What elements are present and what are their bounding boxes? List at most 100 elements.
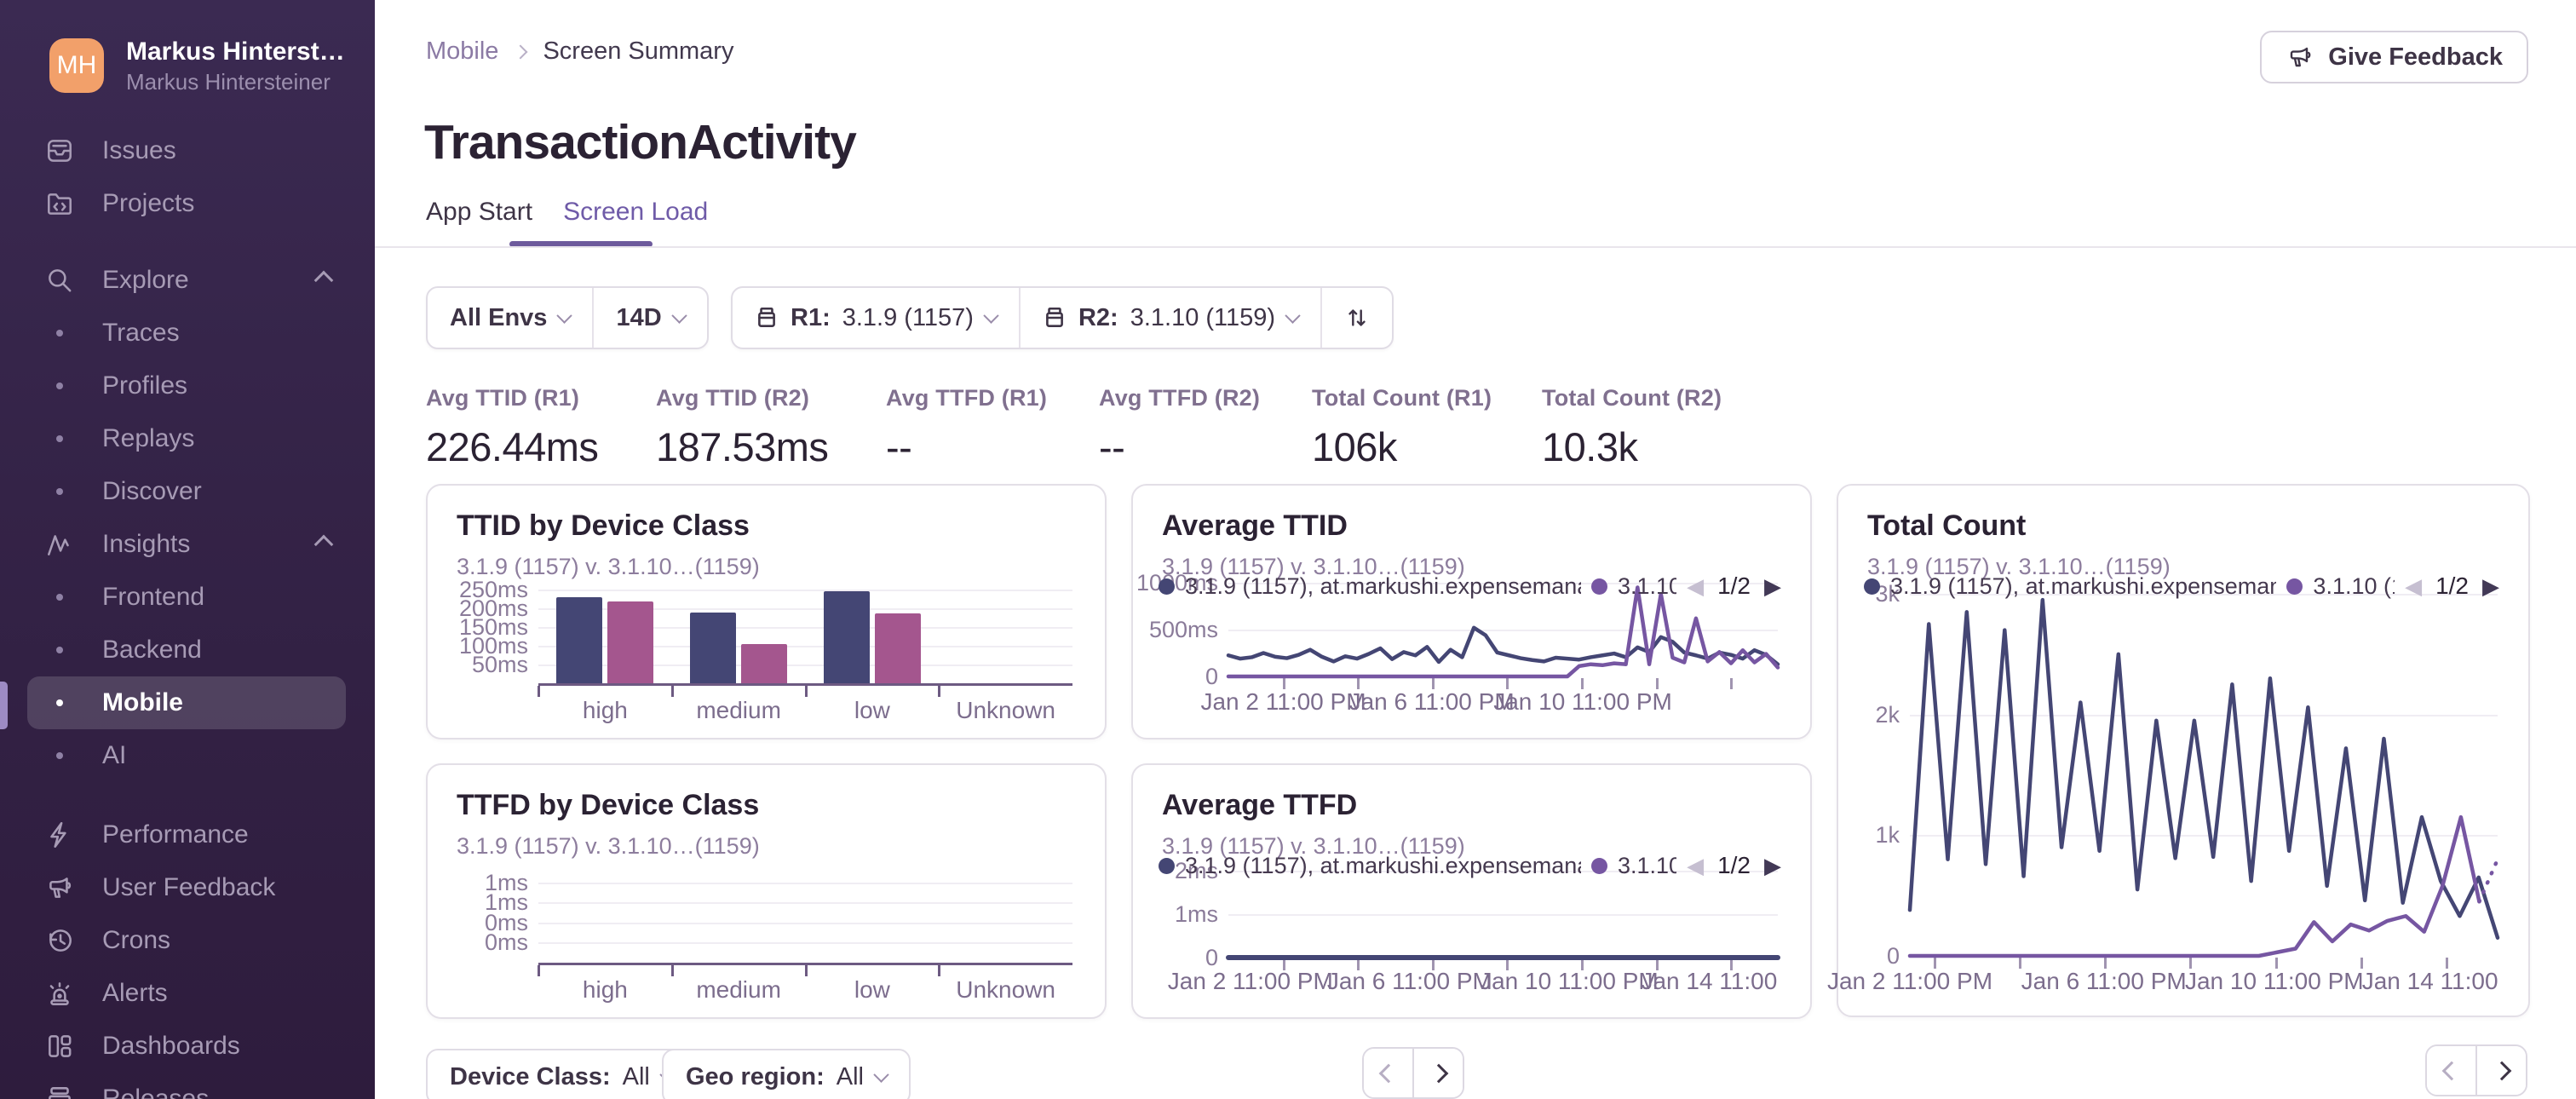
sidebar-item-dashboards[interactable]: Dashboards (27, 1020, 346, 1073)
chevron-up-icon (313, 270, 334, 291)
sidebar-item-replays[interactable]: Replays (27, 412, 346, 465)
legend-next-icon[interactable]: ▶ (1764, 852, 1781, 878)
legend-r2-label[interactable]: 3.1.10 (1617, 573, 1677, 599)
metric-avg-ttid-r1: Avg TTID (R1) 226.44ms (426, 385, 599, 469)
page-title: TransactionActivity (424, 115, 857, 170)
dashboard-icon (41, 1027, 78, 1065)
siren-icon (41, 975, 78, 1012)
chevron-down-icon (983, 307, 999, 324)
chevron-right-icon (2492, 1061, 2511, 1080)
sidebar-item-projects[interactable]: Projects (27, 177, 346, 230)
sidebar-item-backend[interactable]: Backend (27, 624, 346, 676)
legend-next-icon[interactable]: ▶ (1764, 573, 1781, 599)
card-title: Total Count (1867, 509, 2027, 542)
megaphone-icon (41, 869, 78, 906)
metric-total-count-r2: Total Count (R2) 10.3k (1542, 385, 1722, 469)
legend-prev-icon[interactable]: ◀ (2405, 573, 2423, 599)
sidebar-item-performance[interactable]: Performance (27, 808, 346, 861)
legend-pager: ◀ 1/2 ▶ (2405, 573, 2499, 600)
lightning-icon (41, 816, 78, 854)
legend-r1-label[interactable]: 3.1.9 (1157), at.markushi.expensemanage (1185, 573, 1581, 599)
sidebar-item-crons[interactable]: Crons (27, 914, 346, 967)
chevron-up-icon (313, 534, 334, 555)
legend-prev-icon[interactable]: ◀ (1687, 573, 1705, 599)
series-r1-dot (1864, 578, 1880, 595)
sidebar-item-explore[interactable]: Explore (27, 254, 346, 307)
pagination-prev-button[interactable] (2427, 1046, 2475, 1095)
sidebar-item-profiles[interactable]: Profiles (27, 360, 346, 412)
bullet-icon (41, 473, 78, 510)
series-r2-dot (1590, 857, 1607, 874)
bullet-icon (41, 367, 78, 405)
org-user-switcher[interactable]: MH Markus Hinterst… Markus Hintersteiner (0, 0, 375, 112)
releases-icon (41, 1080, 78, 1099)
pagination-next-button[interactable] (2475, 1046, 2526, 1095)
chevron-right-icon (1429, 1063, 1448, 1083)
bullet-icon (41, 737, 78, 774)
breadcrumb-mobile-link[interactable]: Mobile (426, 37, 499, 65)
sidebar-item-traces[interactable]: Traces (27, 307, 346, 360)
sidebar-item-mobile[interactable]: Mobile (27, 676, 346, 729)
release-r1-selector[interactable]: R1: 3.1.9 (1157) (733, 288, 1019, 348)
sidebar-item-alerts[interactable]: Alerts (27, 967, 346, 1020)
release-compare-group: R1: 3.1.9 (1157) R2: 3.1.10 (1159) (731, 286, 1394, 349)
legend-next-icon[interactable]: ▶ (2482, 573, 2499, 599)
tab-app-start[interactable]: App Start (426, 198, 533, 226)
legend-r1-label[interactable]: 3.1.9 (1157), at.markushi.expensemanage (1185, 852, 1581, 878)
chevron-down-icon (556, 307, 573, 324)
sidebar-item-insights[interactable]: Insights (27, 518, 346, 571)
series-r2-dot (1590, 578, 1607, 595)
tab-screen-load[interactable]: Screen Load (563, 198, 709, 226)
megaphone-icon (2291, 47, 2311, 67)
sidebar-item-user-feedback[interactable]: User Feedback (27, 861, 346, 914)
sidebar-item-ai[interactable]: AI (27, 729, 346, 782)
card-subtitle: 3.1.9 (1157) v. 3.1.10…(1159) (1867, 554, 2171, 579)
legend-prev-icon[interactable]: ◀ (1687, 852, 1705, 878)
sidebar-item-frontend[interactable]: Frontend (27, 571, 346, 624)
chart-legend: 3.1.9 (1157), at.markushi.expensemanage … (1159, 852, 1781, 879)
sidebar-item-issues[interactable]: Issues (27, 124, 346, 177)
legend-r2-label[interactable]: 3.1.10 (1 (2313, 573, 2395, 599)
date-range-filter[interactable]: 14D (594, 288, 706, 348)
legend-r1-label[interactable]: 3.1.9 (1157), at.markushi.expensemanage (1890, 573, 2277, 599)
projects-icon (41, 185, 78, 222)
card-subtitle: 3.1.9 (1157) v. 3.1.10…(1159) (1162, 833, 1465, 859)
legend-r2-label[interactable]: 3.1.10 (1617, 852, 1677, 878)
pagination-next-button[interactable] (1412, 1049, 1463, 1097)
metric-avg-ttfd-r2: Avg TTFD (R2) -- (1099, 385, 1261, 469)
user-name: Markus Hinterst… (126, 37, 345, 66)
env-date-filter-group: All Envs 14D (426, 286, 709, 349)
legend-page-indicator: 1/2 (2435, 573, 2469, 599)
sidebar-item-releases[interactable]: Releases (27, 1073, 346, 1099)
device-class-filter[interactable]: Device Class: All (426, 1049, 697, 1099)
pagination-prev-button[interactable] (1364, 1049, 1412, 1097)
geo-region-filter[interactable]: Geo region: All (662, 1049, 911, 1099)
give-feedback-button[interactable]: Give Feedback (2260, 31, 2528, 83)
card-average-ttfd: Average TTFD 3.1.9 (1157) v. 3.1.10…(115… (1131, 763, 1812, 1019)
bullet-icon (41, 314, 78, 352)
metric-total-count-r1: Total Count (R1) 106k (1312, 385, 1492, 469)
avatar: MH (49, 38, 104, 93)
legend-pager: ◀ 1/2 ▶ (1687, 573, 1781, 600)
series-r1-dot (1159, 578, 1175, 595)
chart-legend: 3.1.9 (1157), at.markushi.expensemanage … (1864, 573, 2499, 600)
sidebar: MH Markus Hinterst… Markus Hintersteiner… (0, 0, 375, 1099)
swap-releases-button[interactable] (1322, 288, 1392, 348)
active-item-accent-bar (0, 682, 8, 729)
chevron-down-icon (1285, 307, 1301, 324)
card-title: TTID by Device Class (457, 509, 750, 542)
release-icon (758, 307, 775, 327)
series-r1-dot (1159, 857, 1175, 874)
card-title: Average TTFD (1162, 789, 1358, 821)
chevron-down-icon (873, 1066, 889, 1083)
bullet-icon (41, 420, 78, 457)
chevron-down-icon (670, 307, 687, 324)
issues-icon (41, 132, 78, 170)
card-total-count: Total Count 3.1.9 (1157) v. 3.1.10…(1159… (1827, 484, 2530, 1017)
breadcrumb-current: Screen Summary (543, 37, 734, 65)
environment-filter[interactable]: All Envs (428, 288, 592, 348)
sidebar-item-discover[interactable]: Discover (27, 465, 346, 518)
release-r2-selector[interactable]: R2: 3.1.10 (1159) (1021, 288, 1320, 348)
card-ttfd-by-device-class: TTFD by Device Class 3.1.9 (1157) v. 3.1… (426, 763, 1107, 1019)
